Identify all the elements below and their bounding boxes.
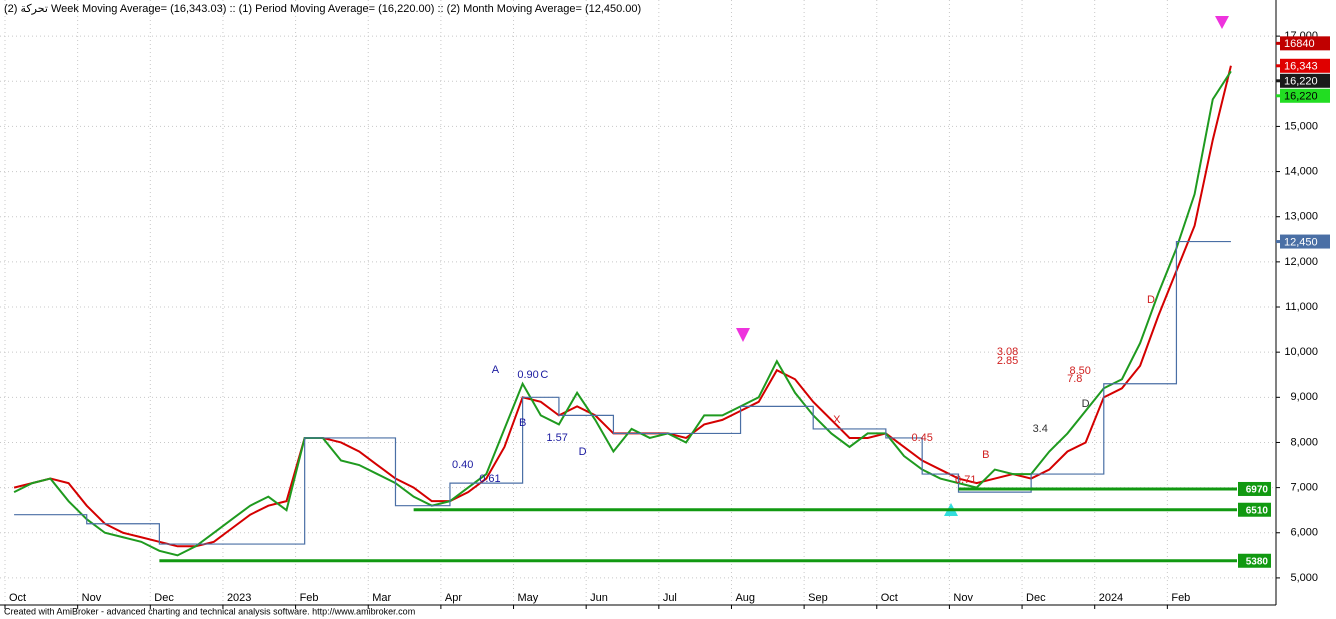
y-tick-label: 15,000 (1284, 120, 1318, 132)
x-tick-label: Aug (735, 592, 755, 604)
separator: :: (437, 3, 443, 15)
level-tag-bg (1238, 502, 1271, 517)
level-tag: 6510 (1246, 505, 1269, 516)
legend-entry: (1) Period Moving Average= (16,220.00) (239, 3, 435, 15)
pattern-label: 0.45 (911, 432, 932, 444)
pattern-label: 8.50 (1069, 365, 1090, 377)
level-tag-bg (1238, 553, 1271, 568)
pattern-label: B (519, 417, 526, 429)
chart-title: تحركة (2) Week Moving Average= (16,343.0… (4, 3, 641, 15)
y-tick-label: 6,000 (1290, 527, 1318, 539)
level-tag-bg (1238, 481, 1271, 496)
y-tick-label: 11,000 (1285, 301, 1318, 313)
price-tag: 16,220 (1284, 76, 1318, 88)
x-tick-label: Sep (808, 592, 828, 604)
x-tick-label: Nov (953, 592, 973, 604)
y-tick-label: 10,000 (1284, 346, 1318, 358)
y-tick-label: 7,000 (1290, 482, 1318, 494)
legend-entry: (2) Month Moving Average= (12,450.00) (447, 3, 642, 15)
x-tick-label: 2023 (227, 592, 251, 604)
price-tag-bg (1280, 88, 1330, 103)
pattern-label: 0.90 (517, 369, 538, 381)
price-tag-bg (1280, 36, 1330, 51)
sell-signal (1215, 16, 1229, 29)
y-tick-label: 8,000 (1290, 436, 1318, 448)
pattern-label: 0.61 (479, 473, 500, 485)
pattern-label: X (833, 414, 841, 426)
y-tick-label: 14,000 (1284, 165, 1318, 177)
pattern-label: C (540, 369, 548, 381)
x-tick-label: Apr (445, 592, 462, 604)
price-tag-bg (1280, 58, 1330, 73)
level-tag: 5380 (1246, 556, 1269, 567)
x-tick-label: Oct (9, 592, 26, 604)
x-tick-label: Oct (881, 592, 898, 604)
separator: :: (229, 3, 235, 15)
x-tick-label: Dec (1026, 592, 1046, 604)
x-tick-label: Jul (663, 592, 677, 604)
pattern-label: 3.4 (1033, 423, 1048, 435)
x-tick-label: Dec (154, 592, 174, 604)
x-tick-label: Nov (82, 592, 102, 604)
price-tag: 16840 (1284, 38, 1315, 50)
level-tag: 6970 (1246, 485, 1269, 496)
x-tick-label: Jun (590, 592, 608, 604)
pattern-label: 7.8 (1067, 373, 1082, 385)
pattern-label: D (579, 446, 587, 458)
price-tag: 12,450 (1284, 236, 1318, 248)
y-tick-label: 13,000 (1284, 211, 1318, 223)
pattern-label: D (1082, 398, 1090, 410)
pattern-label: B (982, 449, 989, 461)
pattern-label: A (492, 364, 500, 376)
y-tick-label: 9,000 (1290, 391, 1318, 403)
price-tag: 16,220 (1284, 91, 1318, 103)
title-prefix: تحركة (21, 3, 48, 15)
x-tick-label: 2024 (1099, 592, 1123, 604)
y-tick-label: 5,000 (1290, 572, 1318, 584)
x-tick-label: Feb (1171, 592, 1190, 604)
grid (0, 0, 1276, 605)
x-tick-label: Mar (372, 592, 391, 604)
x-tick-label: May (518, 592, 539, 604)
legend-entry: (2) Week Moving Average= (16,343.03) (4, 3, 226, 15)
y-tick-label: 12,000 (1284, 256, 1318, 268)
footer: Created with AmiBroker - advanced charti… (4, 606, 415, 616)
x-tick-label: Feb (300, 592, 319, 604)
pattern-label: 3.08 (997, 346, 1018, 358)
price-tag-bg (1280, 234, 1330, 249)
sell-signal (736, 328, 750, 342)
series-line (13, 70, 1232, 557)
pattern-label: 2.85 (997, 355, 1018, 367)
price-tag: 16,343 (1284, 61, 1318, 73)
pattern-label: D (1147, 294, 1155, 306)
price-tag-bg (1280, 73, 1330, 88)
pattern-label: 1.57 (546, 432, 567, 444)
pattern-label: 0.40 (452, 459, 473, 471)
pattern-label: 0.71 (955, 474, 976, 486)
